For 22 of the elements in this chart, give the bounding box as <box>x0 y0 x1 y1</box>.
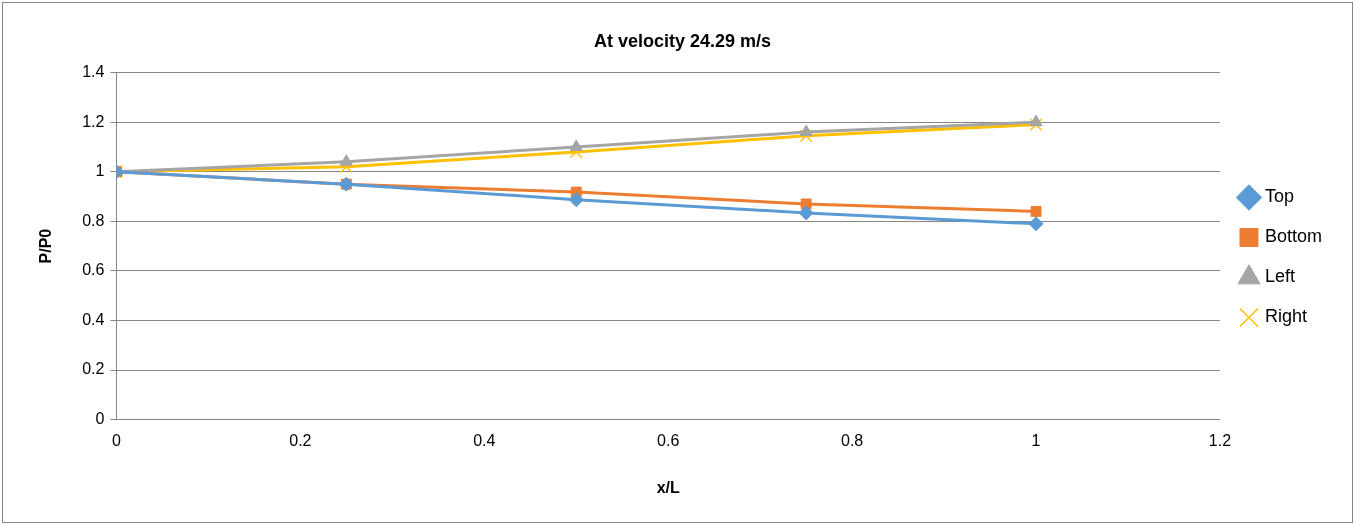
legend-label: Bottom <box>1264 226 1323 247</box>
x-axis-title: x/L <box>656 478 680 496</box>
y-tick-label: 0 <box>95 410 105 428</box>
y-tick-label: 1.2 <box>82 112 105 130</box>
x-tick-label: 0.8 <box>841 431 864 449</box>
y-tick-label: 1.4 <box>82 63 105 81</box>
x-tick-label: 0.2 <box>289 431 312 449</box>
x-tick-label: 0 <box>111 431 121 449</box>
chart-title: At velocity 24.29 m/s <box>593 30 772 51</box>
legend-label: Right <box>1264 306 1308 327</box>
x-tick-label: 1 <box>1031 431 1041 449</box>
y-tick-label: 0.6 <box>82 261 105 279</box>
y-tick-label: 0.4 <box>82 310 105 328</box>
y-tick-label: 0.2 <box>82 360 105 378</box>
y-axis-title: P/P0 <box>37 228 55 264</box>
x-tick-label: 1.2 <box>1208 431 1232 449</box>
x-tick-label: 0.6 <box>657 431 680 449</box>
y-tick-label: 1 <box>95 162 105 180</box>
x-tick-label: 0.4 <box>473 431 496 449</box>
legend-label: Left <box>1264 266 1296 287</box>
y-tick-label: 0.8 <box>82 211 105 229</box>
legend-label: Top <box>1264 186 1295 207</box>
